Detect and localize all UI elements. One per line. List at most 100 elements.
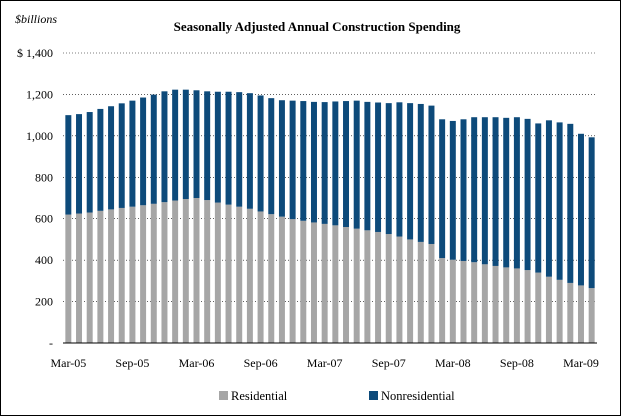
bar-residential: [556, 279, 563, 343]
bar-residential: [481, 264, 488, 343]
bar-residential: [385, 234, 392, 343]
bar-residential: [161, 202, 168, 343]
bar-residential: [471, 262, 478, 343]
bar-nonresidential: [535, 123, 542, 273]
bar-nonresidential: [503, 117, 510, 268]
x-tick-label: Sep-08: [500, 356, 534, 370]
bar-nonresidential: [108, 106, 115, 210]
bar-residential: [97, 210, 104, 343]
bar-residential: [545, 276, 552, 343]
x-tick-label: Sep-05: [115, 356, 149, 370]
y-tick-label: 600: [35, 212, 53, 226]
bar-residential: [353, 228, 360, 343]
bar-nonresidential: [268, 98, 275, 215]
bar-residential: [343, 227, 350, 343]
bar-residential: [310, 222, 317, 343]
bar-residential: [439, 258, 446, 343]
bars: [65, 89, 595, 343]
bar-nonresidential: [289, 100, 296, 220]
bar-nonresidential: [76, 114, 83, 214]
bar-nonresidential: [150, 94, 157, 204]
bar-nonresidential: [97, 108, 104, 211]
bar-nonresidential: [407, 103, 414, 240]
bar-residential: [76, 213, 83, 343]
bar-nonresidential: [214, 91, 221, 203]
legend-swatch-nonresidential: [369, 391, 378, 400]
bar-residential: [535, 272, 542, 343]
bar-nonresidential: [364, 101, 371, 231]
legend-label-nonresidential: Nonresidential: [381, 389, 455, 403]
bar-residential: [225, 204, 232, 343]
bar-nonresidential: [193, 90, 200, 198]
bar-residential: [492, 265, 499, 343]
bar-residential: [407, 239, 414, 343]
bar-nonresidential: [204, 91, 211, 201]
bar-residential: [214, 202, 221, 343]
x-tick-label: Mar-06: [179, 356, 215, 370]
bar-nonresidential: [246, 93, 253, 209]
y-tick-label: 400: [35, 253, 53, 267]
bar-nonresidential: [278, 100, 285, 217]
bar-nonresidential: [182, 89, 189, 200]
legend-label-residential: Residential: [231, 389, 288, 403]
y-tick-label: 1,200: [26, 87, 53, 101]
chart-title: Seasonally Adjusted Annual Construction …: [174, 19, 461, 34]
bar-nonresidential: [225, 91, 232, 205]
bar-residential: [172, 200, 179, 343]
bar-nonresidential: [481, 117, 488, 265]
bar-residential: [449, 259, 456, 343]
y-tick-label: 1,000: [26, 129, 53, 143]
bar-nonresidential: [492, 117, 499, 266]
bar-nonresidential: [310, 101, 317, 223]
bar-nonresidential: [140, 97, 147, 206]
legend: Residential Nonresidential: [219, 389, 455, 403]
bar-residential: [129, 206, 136, 343]
bar-residential: [204, 200, 211, 343]
y-tick-label: 200: [35, 295, 53, 309]
x-tick-label: Mar-08: [435, 356, 471, 370]
bar-nonresidential: [332, 101, 339, 226]
bar-residential: [524, 270, 531, 343]
bar-residential: [396, 236, 403, 343]
bar-residential: [257, 211, 264, 343]
bar-residential: [65, 214, 72, 343]
bar-nonresidential: [449, 120, 456, 260]
y-tick-label: -: [49, 336, 53, 350]
bar-nonresidential: [567, 123, 574, 283]
bar-nonresidential: [129, 100, 136, 207]
bar-nonresidential: [300, 101, 307, 221]
bar-residential: [289, 219, 296, 343]
y-unit-label: $billions: [15, 12, 57, 26]
bar-nonresidential: [118, 103, 125, 208]
bar-nonresidential: [588, 137, 595, 289]
legend-swatch-residential: [219, 391, 228, 400]
bar-nonresidential: [396, 102, 403, 237]
x-tick-label: Sep-07: [372, 356, 406, 370]
bar-residential: [428, 243, 435, 343]
bar-residential: [321, 223, 328, 343]
bar-nonresidential: [321, 102, 328, 224]
bar-residential: [300, 220, 307, 343]
bar-residential: [118, 207, 125, 343]
bar-residential: [246, 208, 253, 343]
y-tick-label: 800: [35, 170, 53, 184]
bar-nonresidential: [545, 120, 552, 277]
bar-residential: [577, 285, 584, 343]
y-tick-label: $ 1,400: [17, 46, 53, 60]
bar-nonresidential: [385, 103, 392, 235]
bar-residential: [182, 199, 189, 343]
bar-nonresidential: [439, 119, 446, 259]
bar-residential: [375, 231, 382, 343]
bar-nonresidential: [161, 91, 168, 203]
bar-nonresidential: [343, 101, 350, 227]
bar-residential: [332, 225, 339, 343]
bar-nonresidential: [556, 122, 563, 280]
x-tick-label: Mar-09: [563, 356, 599, 370]
bar-residential: [460, 260, 467, 343]
bar-nonresidential: [524, 118, 531, 271]
bar-nonresidential: [460, 119, 467, 261]
bar-residential: [236, 206, 243, 343]
bar-residential: [513, 268, 520, 343]
bar-nonresidential: [86, 112, 93, 213]
